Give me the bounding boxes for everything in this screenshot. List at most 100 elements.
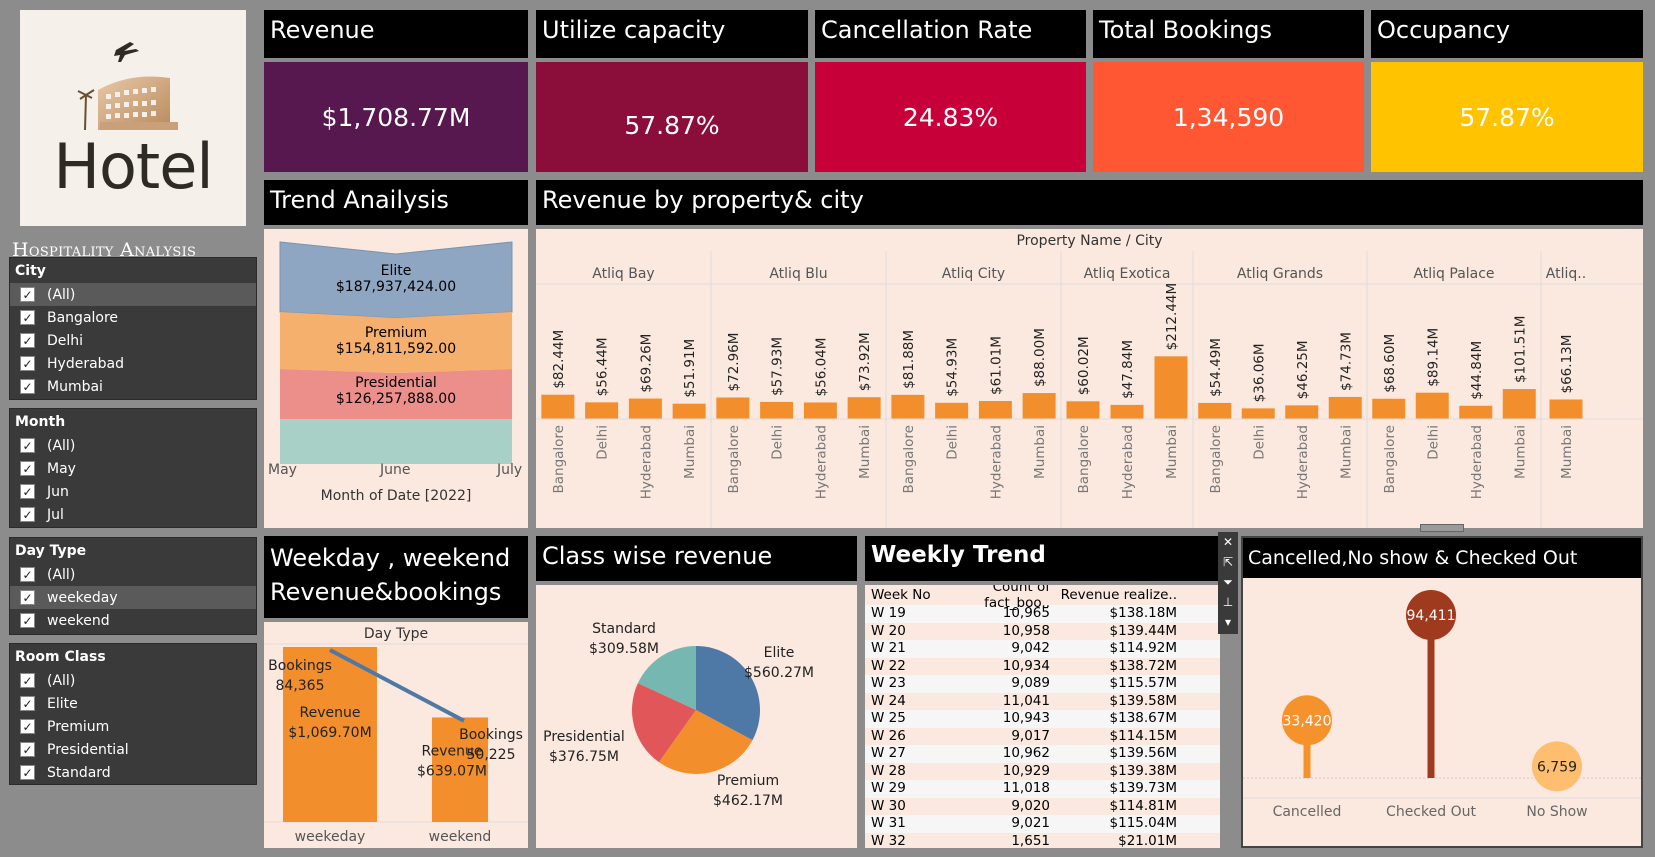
filter-month-item-may[interactable]: ✓ May (10, 457, 256, 480)
filter-city-item-all[interactable]: ✓ (All) (10, 283, 256, 306)
city-tick-label: Delhi (770, 425, 786, 460)
checkbox-checked-icon[interactable]: ✓ (20, 673, 35, 688)
checkbox-checked-icon[interactable]: ✓ (20, 719, 35, 734)
column-header[interactable]: Week No (871, 587, 931, 603)
filter-room-class-item-presidential[interactable]: ✓ Presidential (10, 738, 256, 761)
filter-item-label: (All) (47, 672, 76, 689)
city-tick-label: Mumbai (1164, 425, 1180, 479)
filter-icon[interactable]: ⏷ (1223, 575, 1233, 589)
column-header[interactable]: Revenue realize.. (1060, 587, 1177, 603)
table-row[interactable]: W 31 9,021 $115.04M (865, 815, 1220, 833)
table-cell: $114.81M (1109, 797, 1177, 814)
bar (1285, 405, 1319, 419)
bar (891, 394, 925, 419)
slice-name-label: Standard (592, 621, 656, 637)
filter-month-item-jul[interactable]: ✓ Jul (10, 503, 256, 526)
table-cell: W 28 (871, 762, 906, 779)
bar (935, 402, 969, 419)
lollipop-value-label: 6,759 (1537, 759, 1577, 775)
table-row[interactable]: W 20 10,958 $139.44M (865, 623, 1220, 641)
bar (847, 397, 881, 419)
city-tick-label: Bangalore (1208, 425, 1224, 494)
city-tick-label: Mumbai (1032, 425, 1048, 479)
line-label: Bookings (268, 658, 332, 674)
pin-icon[interactable]: ⊥ (1222, 595, 1234, 609)
open-icon[interactable]: ⇱ (1222, 555, 1234, 569)
slice-value-label: $309.58M (589, 641, 659, 657)
filter-city-item-hyderabad[interactable]: ✓ Hyderabad (10, 352, 256, 375)
table-row[interactable]: W 29 11,018 $139.73M (865, 780, 1220, 798)
filter-day-type-item-weekend[interactable]: ✓ weekend (10, 609, 256, 632)
city-tick-label: Hyderabad (1295, 425, 1311, 499)
filter-room-class-item-all[interactable]: ✓ (All) (10, 669, 256, 692)
table-cell: 9,089 (1011, 675, 1050, 691)
table-row[interactable]: W 22 10,934 $138.72M (865, 658, 1220, 676)
pie-slice (632, 683, 696, 763)
table-row[interactable]: W 26 9,017 $114.15M (865, 728, 1220, 746)
checkbox-checked-icon[interactable]: ✓ (20, 461, 35, 476)
table-cell: 10,934 (1002, 657, 1050, 674)
city-tick-label: Hyderabad (1120, 425, 1136, 499)
table-row[interactable]: W 24 11,041 $139.58M (865, 693, 1220, 711)
filter-city-item-delhi[interactable]: ✓ Delhi (10, 329, 256, 352)
city-tick-label: Mumbai (1338, 425, 1354, 479)
table-cell: 10,929 (1002, 762, 1050, 779)
column-header[interactable]: Count of fact_boo.. (984, 585, 1050, 611)
panel-title: Trend Anailysis (264, 180, 528, 225)
checkbox-checked-icon[interactable]: ✓ (20, 379, 35, 394)
table-cell: 10,962 (1002, 745, 1050, 761)
checkbox-checked-icon[interactable]: ✓ (20, 484, 35, 499)
scroll-handle[interactable] (1420, 524, 1464, 532)
table-cell: 9,020 (1011, 797, 1050, 814)
bar-value-label: $88.00M (1032, 328, 1048, 387)
filter-month-title: Month (15, 414, 66, 430)
filter-room-class-item-premium[interactable]: ✓ Premium (10, 715, 256, 738)
checkbox-checked-icon[interactable]: ✓ (20, 333, 35, 348)
status-panel: Cancelled,No show & Checked Out 33,420 Ca… (1241, 536, 1643, 848)
bar-value-label: $60.02M (1076, 336, 1092, 395)
checkbox-checked-icon[interactable]: ✓ (20, 438, 35, 453)
checkbox-checked-icon[interactable]: ✓ (20, 310, 35, 325)
checkbox-checked-icon[interactable]: ✓ (20, 765, 35, 780)
checkbox-checked-icon[interactable]: ✓ (20, 696, 35, 711)
bar-value-label: $44.84M (1469, 341, 1485, 400)
table-row[interactable]: W 27 10,962 $139.56M (865, 745, 1220, 763)
filter-month-item-jun[interactable]: ✓ Jun (10, 480, 256, 503)
checkbox-checked-icon[interactable]: ✓ (20, 356, 35, 371)
weekday-bar-svg: Revenue $1,069.70M weekeday Revenue $639.07M… (264, 643, 528, 845)
checkbox-checked-icon[interactable]: ✓ (20, 613, 35, 628)
filter-day-type-item-weekday[interactable]: ✓ weekeday (10, 586, 256, 609)
table-row[interactable]: W 21 9,042 $114.92M (865, 640, 1220, 658)
weekday-chart: Day Type Revenue $1,069.70M weekeday Revenu… (264, 622, 528, 848)
checkbox-checked-icon[interactable]: ✓ (20, 567, 35, 582)
checkbox-checked-icon[interactable]: ✓ (20, 287, 35, 302)
dropdown-icon[interactable]: ▾ (1224, 615, 1232, 629)
slice-value-label: $462.17M (713, 793, 783, 809)
close-icon[interactable]: ✕ (1222, 535, 1234, 549)
line-value-label: 84,365 (276, 678, 325, 694)
table-row[interactable]: W 32 1,651 $21.01M (865, 833, 1220, 849)
bar (803, 402, 837, 419)
table-cell: 9,021 (1011, 815, 1050, 831)
checkbox-checked-icon[interactable]: ✓ (20, 590, 35, 605)
table-row[interactable]: W 30 9,020 $114.81M (865, 798, 1220, 816)
filter-city-item-mumbai[interactable]: ✓ Mumbai (10, 375, 256, 398)
filter-room-class-item-elite[interactable]: ✓ Elite (10, 692, 256, 715)
checkbox-checked-icon[interactable]: ✓ (20, 742, 35, 757)
filter-city-item-bangalore[interactable]: ✓ Bangalore (10, 306, 256, 329)
table-row[interactable]: W 23 9,089 $115.57M (865, 675, 1220, 693)
filter-room-class-item-standard[interactable]: ✓ Standard (10, 761, 256, 784)
bar-value-label: $51.91M (682, 339, 698, 398)
table-row[interactable]: W 28 10,929 $139.38M (865, 763, 1220, 781)
area-label-presidential: Presidential $126,257,888.00 (335, 375, 457, 407)
dashboard-title: Hospitality Analysis (12, 239, 197, 261)
filter-day-type-item-all[interactable]: ✓ (All) (10, 563, 256, 586)
filter-month-item-all[interactable]: ✓ (All) (10, 434, 256, 457)
checkbox-checked-icon[interactable]: ✓ (20, 507, 35, 522)
kpi-value: 1,34,590 (1093, 62, 1364, 172)
slice-value-label: $376.75M (549, 749, 619, 765)
kpi-cancellation-rate: Cancellation Rate 24.83% (815, 10, 1086, 172)
table-cell: $138.72M (1109, 657, 1177, 674)
table-row[interactable]: W 19 10,965 $138.18M (865, 605, 1220, 623)
table-row[interactable]: W 25 10,943 $138.67M (865, 710, 1220, 728)
